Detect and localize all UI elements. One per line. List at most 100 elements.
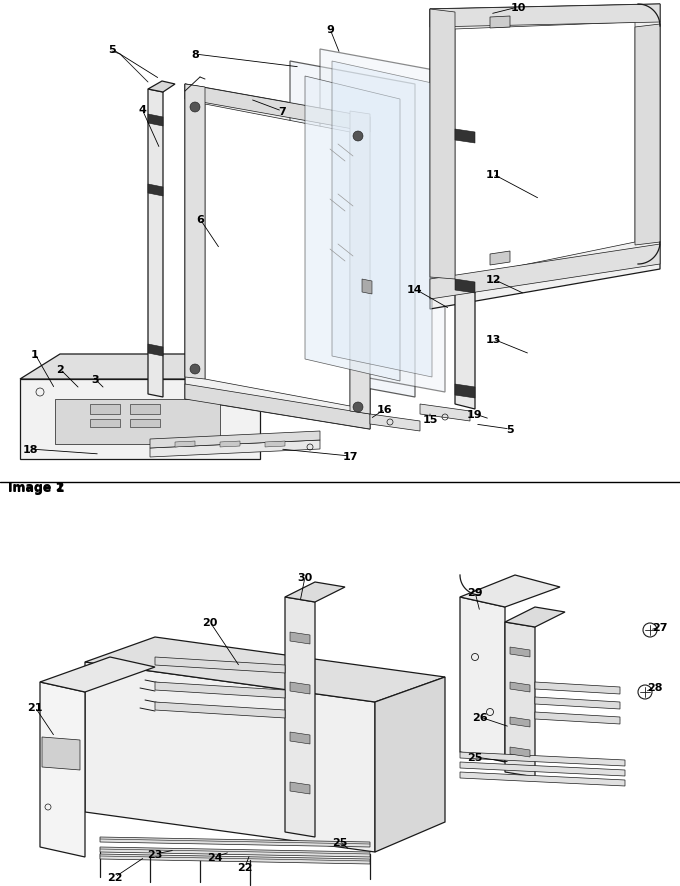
- Text: 22: 22: [107, 872, 123, 882]
- Polygon shape: [455, 280, 475, 293]
- Polygon shape: [148, 185, 163, 197]
- Text: 25: 25: [333, 837, 347, 847]
- Polygon shape: [285, 597, 315, 837]
- Polygon shape: [155, 657, 285, 673]
- Text: 23: 23: [148, 849, 163, 859]
- Polygon shape: [510, 682, 530, 692]
- Polygon shape: [148, 345, 163, 356]
- Polygon shape: [100, 837, 370, 847]
- Polygon shape: [265, 441, 285, 447]
- Polygon shape: [510, 717, 530, 727]
- Polygon shape: [375, 677, 445, 852]
- Polygon shape: [148, 115, 163, 127]
- Polygon shape: [290, 732, 310, 744]
- Polygon shape: [290, 782, 310, 794]
- Polygon shape: [535, 682, 620, 695]
- Polygon shape: [430, 5, 660, 28]
- Text: 28: 28: [647, 682, 663, 692]
- Polygon shape: [148, 89, 163, 398]
- Polygon shape: [185, 85, 205, 379]
- Polygon shape: [20, 379, 260, 460]
- Text: 9: 9: [326, 25, 334, 35]
- Circle shape: [190, 364, 200, 375]
- Polygon shape: [460, 752, 625, 766]
- Text: 7: 7: [278, 107, 286, 117]
- Text: 6: 6: [196, 214, 204, 225]
- Polygon shape: [370, 415, 420, 431]
- Polygon shape: [150, 440, 320, 457]
- Polygon shape: [430, 245, 660, 299]
- Polygon shape: [290, 62, 415, 398]
- Polygon shape: [155, 703, 285, 719]
- Text: 24: 24: [207, 852, 223, 862]
- Polygon shape: [290, 633, 310, 644]
- Polygon shape: [42, 737, 80, 770]
- Polygon shape: [510, 648, 530, 657]
- Text: 22: 22: [237, 862, 253, 872]
- Polygon shape: [40, 657, 155, 692]
- Polygon shape: [635, 25, 660, 245]
- Text: 17: 17: [342, 452, 358, 462]
- Text: 2: 2: [56, 364, 64, 375]
- Polygon shape: [305, 77, 400, 382]
- Polygon shape: [510, 747, 530, 758]
- Text: 13: 13: [486, 335, 500, 345]
- Text: 11: 11: [486, 170, 500, 180]
- Polygon shape: [362, 280, 372, 295]
- Polygon shape: [90, 405, 120, 415]
- Polygon shape: [455, 385, 475, 399]
- Polygon shape: [350, 112, 370, 415]
- Polygon shape: [90, 420, 120, 428]
- Polygon shape: [205, 105, 350, 407]
- Polygon shape: [420, 405, 470, 422]
- Polygon shape: [332, 62, 432, 377]
- Text: 27: 27: [652, 622, 668, 633]
- Polygon shape: [175, 441, 195, 447]
- Polygon shape: [130, 420, 160, 428]
- Polygon shape: [185, 85, 370, 430]
- Circle shape: [353, 132, 363, 142]
- Polygon shape: [455, 110, 475, 409]
- Polygon shape: [490, 17, 510, 29]
- Text: 26: 26: [472, 712, 488, 722]
- Polygon shape: [55, 400, 220, 445]
- Text: 1: 1: [31, 350, 39, 360]
- Polygon shape: [100, 854, 370, 864]
- Text: 5: 5: [506, 424, 514, 434]
- Text: 30: 30: [297, 572, 313, 582]
- Text: Image 2: Image 2: [8, 480, 65, 494]
- Polygon shape: [505, 607, 565, 627]
- Polygon shape: [100, 847, 370, 857]
- Polygon shape: [130, 405, 160, 415]
- Polygon shape: [148, 82, 175, 93]
- Polygon shape: [20, 354, 300, 379]
- Polygon shape: [185, 385, 370, 430]
- Text: 21: 21: [27, 703, 43, 712]
- Polygon shape: [290, 682, 310, 695]
- Polygon shape: [455, 130, 475, 144]
- Text: 16: 16: [377, 405, 393, 415]
- Text: 4: 4: [138, 105, 146, 115]
- Text: 18: 18: [22, 445, 38, 455]
- Text: 10: 10: [510, 3, 526, 13]
- Polygon shape: [430, 5, 660, 309]
- Polygon shape: [430, 10, 455, 280]
- Polygon shape: [320, 50, 445, 392]
- Text: 5: 5: [108, 45, 116, 55]
- Text: 19: 19: [467, 409, 483, 420]
- Circle shape: [353, 402, 363, 413]
- Text: 12: 12: [486, 275, 500, 284]
- Text: 3: 3: [91, 375, 99, 385]
- Polygon shape: [460, 575, 560, 607]
- Text: 25: 25: [467, 752, 483, 762]
- Polygon shape: [535, 697, 620, 709]
- Polygon shape: [460, 597, 505, 762]
- Polygon shape: [535, 712, 620, 724]
- Polygon shape: [490, 252, 510, 266]
- Text: 20: 20: [203, 618, 218, 627]
- Polygon shape: [285, 582, 345, 602]
- Polygon shape: [185, 85, 370, 133]
- Text: 15: 15: [422, 415, 438, 424]
- Text: Image 1: Image 1: [8, 481, 65, 494]
- Polygon shape: [460, 762, 625, 776]
